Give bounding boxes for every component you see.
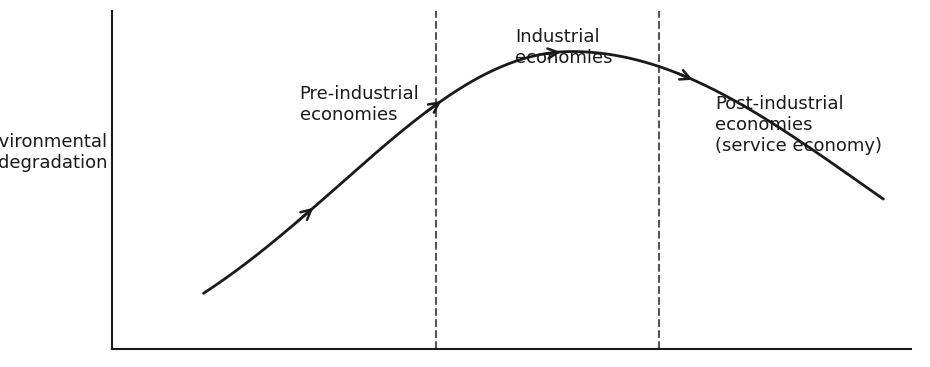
Text: Environmental
degradation: Environmental degradation bbox=[0, 134, 108, 172]
Text: Pre-industrial
economies: Pre-industrial economies bbox=[299, 85, 419, 124]
Text: Industrial
economies: Industrial economies bbox=[515, 28, 613, 67]
Text: Post-industrial
economies
(service economy): Post-industrial economies (service econo… bbox=[715, 95, 883, 155]
